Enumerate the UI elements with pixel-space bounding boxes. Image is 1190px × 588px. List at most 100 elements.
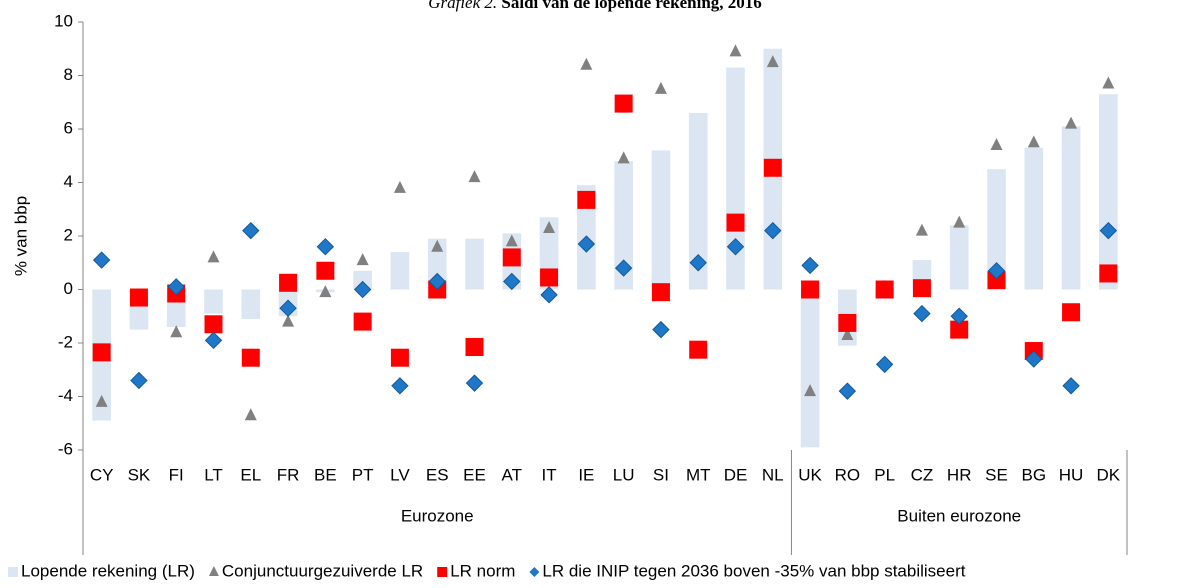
diamond-marker (204, 331, 223, 350)
diamond-marker (428, 272, 446, 291)
x-tick-label: ES (426, 465, 449, 484)
square-marker (838, 313, 857, 332)
legend-swatch (437, 567, 448, 577)
diamond-marker (764, 221, 782, 240)
square-marker (875, 280, 894, 299)
legend-label: Conjunctuurgezuiverde LR (222, 561, 423, 580)
triangle-marker (1102, 76, 1115, 89)
legend-label: LR norm (450, 561, 515, 580)
x-tick-label: LT (204, 465, 223, 484)
bar (1024, 147, 1044, 290)
triangle-marker (580, 57, 593, 70)
triangle-marker (654, 81, 667, 94)
square-marker (540, 268, 559, 287)
triangle-marker (170, 325, 183, 338)
triangle-marker (431, 239, 444, 252)
diamond-marker (913, 304, 931, 323)
x-tick-label: EL (240, 465, 261, 484)
diamond-marker (130, 371, 148, 390)
square-marker (390, 348, 409, 367)
square-marker (950, 320, 969, 339)
square-marker (465, 338, 484, 357)
diamond-marker (1099, 221, 1118, 240)
x-tick-label: RO (835, 465, 861, 484)
x-tick-label: HR (947, 465, 972, 484)
x-tick-label: IE (578, 465, 594, 484)
y-tick-label: 10 (54, 11, 73, 30)
square-marker (912, 279, 931, 298)
x-tick-label: NL (762, 465, 784, 484)
x-tick-label: FR (277, 465, 300, 484)
chart-title: Grafiek 2. Saldi van de lopende rekening… (428, 0, 762, 12)
diamond-marker (1025, 350, 1043, 368)
diamond-marker (465, 374, 484, 392)
diamond-marker (577, 235, 596, 253)
triangle-marker (207, 250, 220, 263)
triangle-marker (990, 138, 1003, 151)
diamond-marker (92, 251, 111, 269)
square-marker (987, 271, 1006, 290)
diamond-marker (503, 272, 521, 291)
x-tick-label: DK (1097, 465, 1121, 484)
diamond-marker (614, 259, 633, 277)
legend-label: Lopende rekening (LR) (21, 561, 195, 580)
square-marker (92, 343, 111, 362)
diamond-marker (726, 237, 745, 256)
x-tick-label: HU (1059, 465, 1084, 484)
legend-label: LR die INIP tegen 2036 boven -35% van bb… (542, 561, 965, 580)
diamond-marker (875, 355, 894, 374)
triangle-marker (766, 55, 779, 68)
bar (688, 112, 708, 290)
triangle-marker (505, 234, 518, 247)
square-marker (801, 280, 820, 299)
triangle-marker (1027, 135, 1040, 148)
x-tick-label: CY (90, 465, 114, 484)
x-tick-label: SE (985, 465, 1008, 484)
diamond-marker (316, 237, 335, 256)
x-tick-label: AT (502, 465, 522, 484)
title-text: Saldi van de lopende rekening, 2016 (501, 0, 761, 12)
square-marker (614, 94, 633, 113)
x-tick-label: SK (128, 465, 151, 484)
triangle-marker (282, 314, 295, 327)
diamond-marker (242, 221, 260, 240)
diamond-marker (689, 254, 707, 272)
x-tick-label: BE (314, 465, 337, 484)
diamond-marker (353, 280, 372, 299)
y-tick-label: 0 (64, 279, 73, 298)
x-tick-label: FI (169, 465, 184, 484)
square-marker (129, 288, 148, 307)
triangle-marker (95, 394, 108, 407)
triangle-marker (244, 408, 257, 421)
diamond-marker (1062, 377, 1080, 395)
bar (800, 289, 820, 448)
square-marker (241, 348, 260, 367)
legend-swatch (208, 566, 219, 576)
bar (1099, 94, 1118, 290)
bar (614, 161, 633, 290)
diamond-marker (950, 307, 968, 325)
triangle-marker (804, 384, 817, 397)
square-marker (1062, 303, 1081, 322)
x-tick-label: CZ (911, 465, 934, 484)
diamond-marker (391, 377, 409, 395)
x-tick-label: EE (463, 465, 486, 484)
diamond-marker (987, 262, 1006, 280)
x-tick-label: LU (613, 465, 635, 484)
y-axis-label: % van bbp (11, 196, 30, 276)
square-marker (651, 283, 670, 302)
x-tick-label: PT (352, 465, 374, 484)
triangle-marker (543, 220, 556, 233)
square-marker (577, 190, 596, 209)
group-label: Buiten eurozone (897, 506, 1021, 525)
title-prefix: Grafiek 2. (428, 0, 497, 12)
square-marker (502, 248, 521, 267)
x-tick-label: BG (1022, 465, 1047, 484)
triangle-marker (468, 170, 481, 183)
diamond-marker (540, 286, 558, 304)
bar (241, 289, 261, 319)
triangle-marker (915, 223, 928, 236)
bar (987, 169, 1006, 290)
square-marker (204, 315, 223, 334)
triangle-marker (393, 180, 406, 193)
